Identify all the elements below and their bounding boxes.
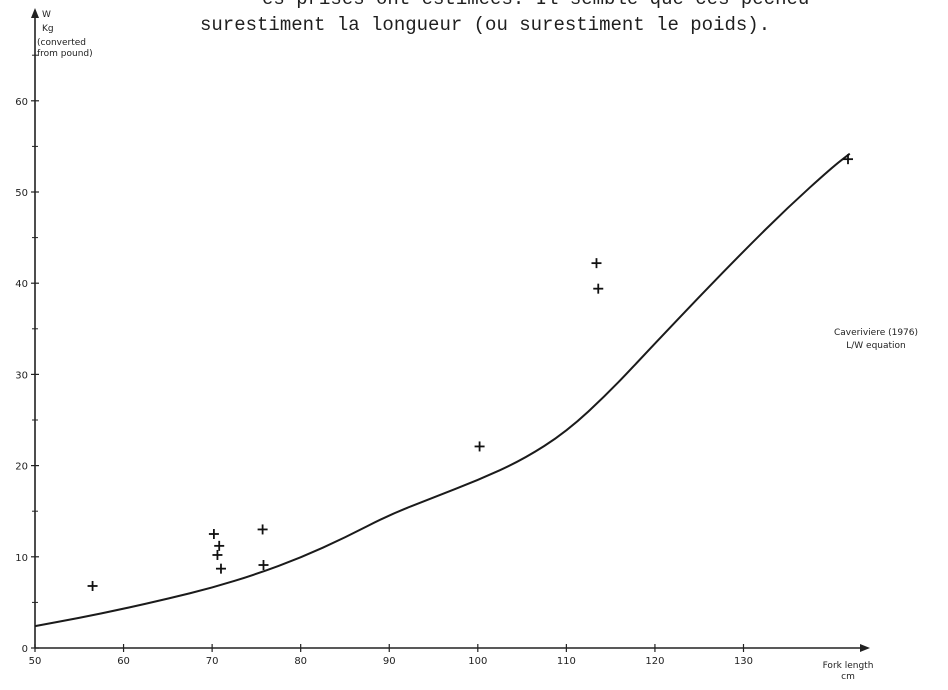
x-tick-label: 90 [383,656,396,667]
header-text-line-1: es prises ont estimées. Il semble que ce… [262,0,809,10]
data-point [215,563,226,574]
y-tick-label: 20 [15,462,28,473]
caveriviere-curve [34,152,851,628]
x-axis-unit: cm [841,672,855,682]
y-tick-label: 50 [15,188,28,199]
y-axis-label-line: from pound) [37,49,93,59]
x-tick-label: 70 [206,656,219,667]
data-point [258,560,269,571]
x-axis-label: Fork length [823,661,874,671]
y-tick-label: 10 [15,553,28,564]
y-axis-ticks: 0 10 20 30 40 50 60 [15,54,39,655]
x-tick-label: 60 [117,656,130,667]
curve-layer [34,152,851,628]
x-axis-arrow [860,644,870,652]
y-tick-label: 40 [15,279,28,290]
data-point [474,441,485,452]
data-point [593,283,604,294]
x-tick-label: 80 [294,656,307,667]
y-axis-label-line: W [42,10,51,20]
x-tick-label: 110 [557,656,576,667]
y-axis-label-line: (converted [37,38,86,48]
data-point [208,529,219,539]
curve-annotation: L/W equation [846,341,906,351]
data-point [87,580,98,591]
y-tick-label: 0 [22,644,28,655]
x-tick-label: 100 [468,656,487,667]
x-tick-label: 120 [645,656,664,667]
y-axis-arrow [31,8,39,18]
data-point [257,524,268,535]
y-tick-label: 60 [15,97,28,108]
chart-axes [31,8,870,652]
data-point [591,258,602,269]
x-tick-label: 130 [734,656,753,667]
scatter-points [87,154,853,591]
header-text-line-2: surestiment la longueur (ou surestiment … [200,14,771,36]
x-axis-ticks: 50 60 70 80 90 100 110 120 130 [29,644,753,667]
x-tick-label: 50 [29,656,42,667]
y-tick-label: 30 [15,370,28,381]
data-point [214,540,225,551]
data-point [843,154,853,165]
curve-annotation: Caveriviere (1976) [834,328,918,338]
data-point [212,549,223,560]
y-axis-label-line: Kg [42,24,54,34]
